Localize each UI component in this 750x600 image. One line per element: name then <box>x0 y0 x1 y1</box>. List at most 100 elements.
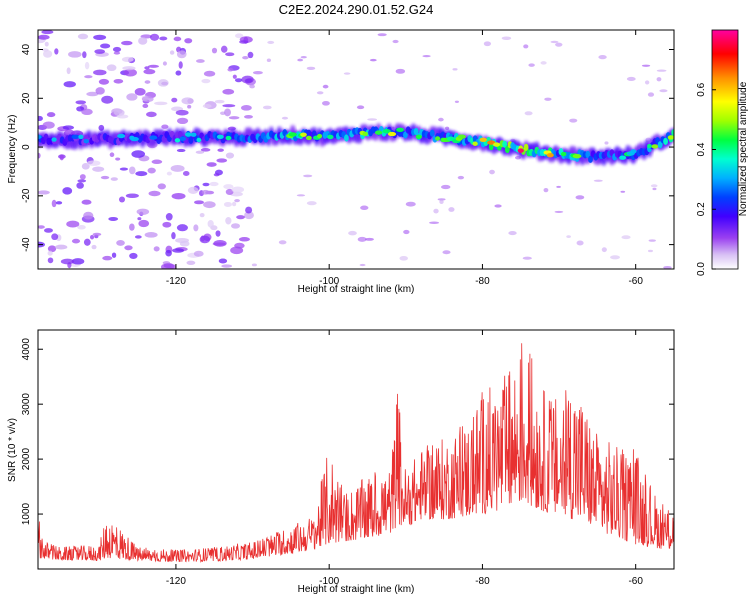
heatmap-cell <box>190 132 197 137</box>
heatmap-cell <box>429 221 440 224</box>
heatmap-cell <box>81 199 92 205</box>
heatmap-cell <box>528 63 535 67</box>
heatmap-x-ticks: -120 -100 -80 -60 <box>166 30 643 287</box>
heatmap-cell <box>395 68 406 74</box>
y-tick-label: 3000 <box>21 393 32 416</box>
colorbar-tick-label: 0.6 <box>696 82 707 96</box>
heatmap-cell <box>343 72 351 75</box>
heatmap-cell <box>51 137 57 142</box>
heatmap-cell <box>51 233 59 241</box>
heatmap-cell <box>98 78 110 85</box>
heatmap-cell <box>588 155 593 163</box>
heatmap-cell <box>136 208 150 215</box>
heatmap-cell <box>504 145 510 154</box>
y-tick-label: 20 <box>21 92 32 104</box>
snr-panel: -120 -100 -80 -60 1000 2000 3000 4000 Height o… <box>7 329 675 595</box>
heatmap-cell <box>195 59 205 63</box>
heatmap-cell <box>224 108 231 117</box>
heatmap-cell <box>667 135 674 140</box>
heatmap-cell <box>303 174 313 178</box>
heatmap-cell <box>176 148 186 153</box>
heatmap-cell <box>502 140 508 148</box>
heatmap-cell <box>356 105 365 110</box>
heatmap-cell <box>221 264 233 268</box>
heatmap-cell <box>247 51 254 59</box>
heatmap-cell <box>109 152 115 158</box>
heatmap-cell <box>367 118 378 121</box>
heatmap-cell <box>344 134 349 142</box>
heatmap-cell <box>111 252 117 258</box>
heatmap-cell <box>441 184 451 190</box>
heatmap-cell <box>220 45 228 53</box>
heatmap-cell <box>38 190 50 195</box>
heatmap-cell <box>223 201 232 207</box>
heatmap-cell <box>362 131 368 137</box>
heatmap-cell <box>415 134 423 140</box>
heatmap-cell <box>129 252 138 260</box>
heatmap-cell <box>200 148 211 152</box>
heatmap-cell <box>560 151 567 157</box>
heatmap-cell <box>647 143 652 149</box>
heatmap-cell <box>201 78 211 84</box>
heatmap-cell <box>656 69 667 72</box>
heatmap-cell <box>546 153 554 158</box>
heatmap-cell <box>306 66 316 70</box>
heatmap-cell <box>184 132 192 137</box>
heatmap-cell <box>454 100 459 103</box>
x-tick-label: -120 <box>166 576 186 587</box>
heatmap-cell <box>403 229 410 235</box>
heatmap-cell <box>399 255 408 261</box>
heatmap-cell <box>195 150 205 154</box>
heatmap-cell <box>66 67 71 75</box>
heatmap-cell <box>262 105 272 110</box>
snr-y-label: SNR (10 * v/v) <box>7 418 18 482</box>
heatmap-cell <box>245 206 253 214</box>
heatmap-cell <box>77 33 89 40</box>
heatmap-cell <box>54 244 68 250</box>
heatmap-cell <box>137 217 142 221</box>
y-tick-label: 2000 <box>21 448 32 471</box>
heatmap-cell <box>173 36 182 42</box>
heatmap-cell <box>242 55 249 60</box>
heatmap-cell <box>327 134 334 140</box>
heatmap-cell <box>148 190 161 197</box>
heatmap-cell <box>82 51 87 59</box>
heatmap-cell <box>297 58 304 62</box>
heatmap-cell <box>165 249 172 257</box>
heatmap-cell <box>171 97 178 103</box>
heatmap-cell <box>227 67 234 72</box>
heatmap-cell <box>626 76 636 82</box>
heatmap-cell <box>215 230 221 237</box>
heatmap-cell <box>266 58 271 63</box>
heatmap-cell <box>47 245 57 253</box>
heatmap-cell <box>572 153 582 159</box>
heatmap-cell <box>479 137 487 143</box>
heatmap-cell <box>452 68 458 71</box>
heatmap-cell <box>86 91 99 97</box>
heatmap-cell <box>288 132 297 137</box>
heatmap-cell <box>278 240 287 245</box>
heatmap-cell <box>76 182 84 189</box>
heatmap-cell <box>543 188 549 193</box>
heatmap-cell <box>179 136 187 141</box>
heatmap-cell <box>501 36 512 40</box>
heatmap-cell <box>213 173 220 177</box>
heatmap-cell <box>620 190 626 193</box>
heatmap-cell <box>659 89 668 93</box>
heatmap-cell <box>593 179 603 182</box>
heatmap-cell <box>176 224 188 232</box>
heatmap-cell <box>218 258 228 264</box>
heatmap-cell <box>445 126 450 130</box>
heatmap-cell <box>236 215 245 220</box>
heatmap-cell <box>647 92 655 97</box>
snr-series-line <box>38 343 674 563</box>
heatmap-cell <box>161 124 169 129</box>
heatmap-cell <box>175 70 182 76</box>
heatmap-cell <box>202 182 210 187</box>
heatmap-cell <box>252 71 263 75</box>
y-tick-label: 0 <box>21 144 32 150</box>
heatmap-cell <box>196 137 202 143</box>
heatmap-cell <box>86 160 101 166</box>
heatmap-cell <box>651 144 659 149</box>
heatmap-cell <box>93 34 107 40</box>
